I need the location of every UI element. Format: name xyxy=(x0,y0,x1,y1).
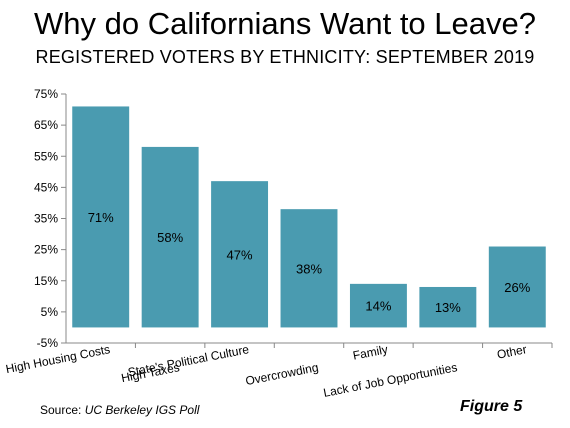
chart-subtitle: REGISTERED VOTERS BY ETHNICITY: SEPTEMBE… xyxy=(35,47,535,67)
y-tick-label: 55% xyxy=(34,149,58,163)
bar xyxy=(72,106,130,328)
data-label: 71% xyxy=(88,210,114,225)
data-label: 14% xyxy=(365,299,391,314)
source-name: UC Berkeley IGS Poll xyxy=(84,403,200,417)
source-note: Source: UC Berkeley IGS Poll xyxy=(40,403,199,417)
y-tick-label: 25% xyxy=(34,243,58,257)
x-tick-label: Lack of Job Opportunities xyxy=(322,360,458,400)
data-label: 26% xyxy=(504,280,530,295)
data-label: 13% xyxy=(435,300,461,315)
figure-label: Figure 5 xyxy=(460,398,523,415)
plot-area: 75%65%55%45%35%25%15%5%-5%71%High Housin… xyxy=(5,87,553,400)
data-label: 38% xyxy=(296,261,322,276)
x-tick-label: State's Political Culture xyxy=(127,342,251,379)
y-tick-label: -5% xyxy=(37,336,59,350)
x-tick-label: Family xyxy=(352,342,389,362)
y-tick-label: 45% xyxy=(34,180,58,194)
bar xyxy=(488,246,546,328)
bar xyxy=(349,283,407,328)
data-label: 47% xyxy=(227,247,253,262)
y-tick-label: 65% xyxy=(34,118,58,132)
data-label: 58% xyxy=(157,230,183,245)
chart-title: Why do Californians Want to Leave? xyxy=(34,6,536,41)
x-tick-label: Other xyxy=(496,342,528,361)
y-tick-label: 75% xyxy=(34,87,58,101)
bar xyxy=(211,181,269,328)
bar xyxy=(419,286,477,328)
y-tick-label: 35% xyxy=(34,212,58,226)
y-tick-label: 5% xyxy=(41,305,59,319)
y-tick-label: 15% xyxy=(34,274,58,288)
source-prefix: Source: xyxy=(40,403,85,417)
bar xyxy=(280,209,338,328)
bar xyxy=(141,146,199,328)
x-tick-label: Overcrowding xyxy=(244,360,319,388)
